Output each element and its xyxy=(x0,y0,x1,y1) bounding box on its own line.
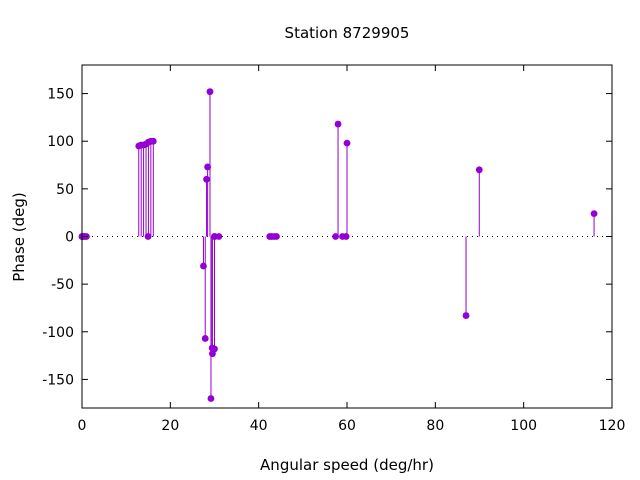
y-tick-label: 100 xyxy=(47,134,74,150)
y-tick-label: -100 xyxy=(42,325,74,341)
y-axis-label: Phase (deg) xyxy=(10,192,28,282)
x-tick-label: 60 xyxy=(338,418,356,434)
y-tick-label: -150 xyxy=(42,372,74,388)
data-point-29 xyxy=(273,233,280,240)
data-point-23 xyxy=(211,345,218,353)
x-axis-label: Angular speed (deg/hr) xyxy=(260,456,434,474)
data-point-36 xyxy=(475,166,483,174)
y-tick-label: 0 xyxy=(65,230,74,246)
data-point-34 xyxy=(343,139,351,147)
data-point-19 xyxy=(207,395,215,402)
x-tick-label: 80 xyxy=(426,418,444,434)
data-point-17 xyxy=(204,163,212,171)
data-point-16 xyxy=(203,175,210,183)
data-point-18 xyxy=(206,88,214,96)
data-point-37 xyxy=(590,210,598,218)
x-tick-label: 0 xyxy=(78,418,87,434)
data-point-14 xyxy=(200,262,207,270)
data-point-35 xyxy=(462,312,470,319)
y-tick-label: -50 xyxy=(51,277,74,293)
chart-title: Station 8729905 xyxy=(285,24,410,42)
x-tick-label: 20 xyxy=(161,418,179,434)
data-point-15 xyxy=(201,335,209,342)
data-point-25 xyxy=(215,233,223,240)
data-point-31 xyxy=(334,120,342,128)
data-point-13 xyxy=(149,137,157,145)
data-point-33 xyxy=(342,233,350,240)
x-tick-label: 40 xyxy=(250,418,268,434)
y-tick-label: 150 xyxy=(47,87,74,103)
data-point-30 xyxy=(332,233,340,240)
data-point-10 xyxy=(144,233,152,240)
x-tick-label: 120 xyxy=(599,418,626,434)
y-tick-label: 50 xyxy=(56,182,74,198)
x-tick-label: 100 xyxy=(510,418,537,434)
